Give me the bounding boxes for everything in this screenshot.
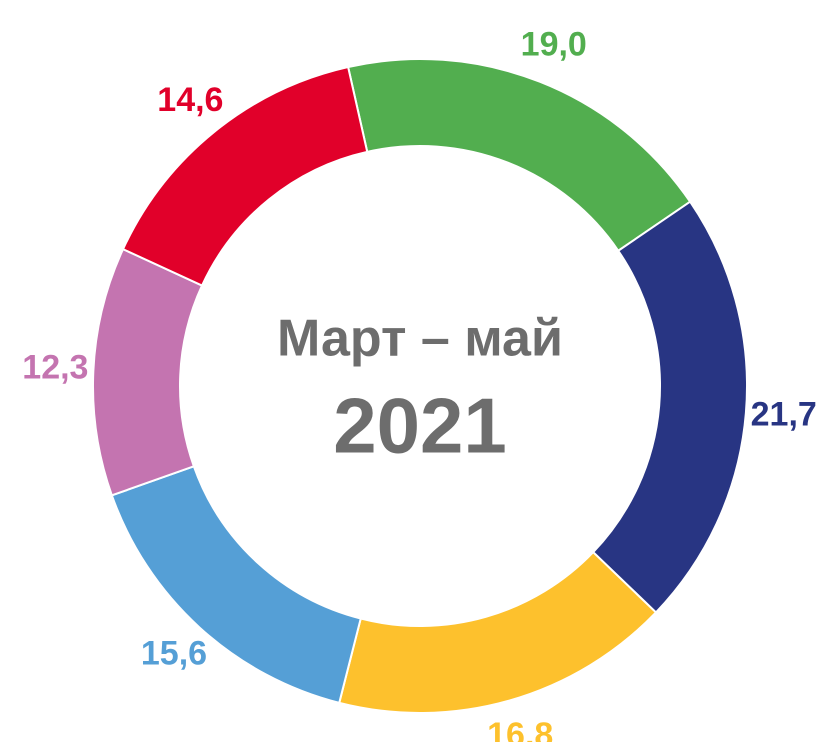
donut-segment — [92, 247, 204, 497]
value-label: 15,6 — [141, 635, 207, 673]
value-label: 16,8 — [487, 716, 553, 742]
center-year: 2021 — [333, 382, 507, 470]
donut-segment — [121, 65, 369, 287]
donut-segment — [591, 200, 748, 614]
value-label: 14,6 — [157, 81, 223, 119]
value-label: 21,7 — [751, 395, 817, 433]
donut-segment — [338, 550, 658, 714]
donut-segment — [346, 58, 692, 253]
center-title: Март – май — [277, 310, 563, 368]
value-label: 19,0 — [521, 25, 587, 63]
value-label: 12,3 — [22, 348, 88, 386]
